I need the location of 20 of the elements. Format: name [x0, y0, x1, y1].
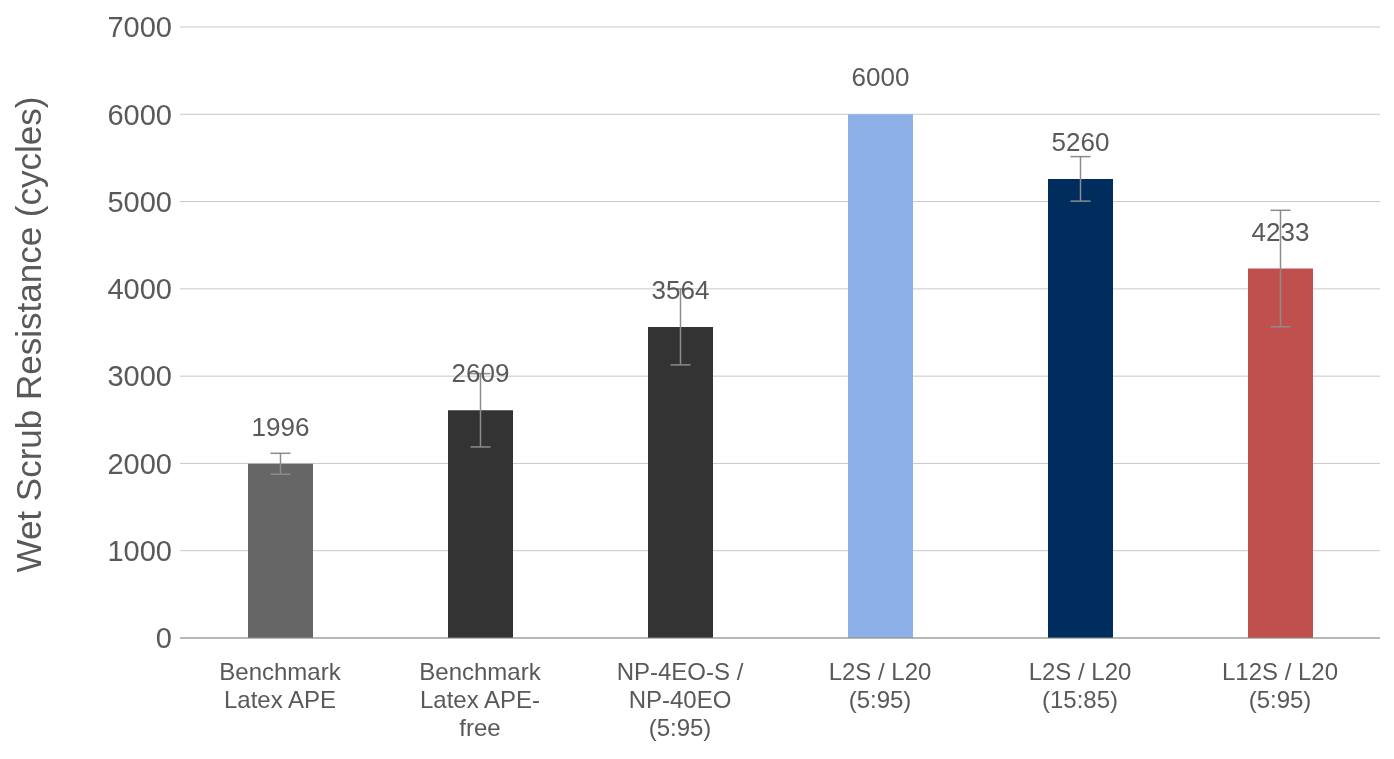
y-tick-label: 3000 [107, 360, 172, 393]
y-tick-label: 1000 [107, 535, 172, 568]
y-tick-label: 5000 [107, 185, 172, 218]
x-tick-label: Benchmark Latex APE-free [419, 658, 542, 741]
y-tick-label: 0 [155, 622, 172, 655]
y-tick-label: 2000 [107, 447, 172, 480]
y-tick-label: 4000 [107, 273, 172, 306]
data-label: 5260 [1051, 126, 1110, 157]
y-tick-label: 7000 [107, 11, 172, 44]
y-axis-title: Wet Scrub Resistance (cycles) [9, 96, 49, 573]
x-tick-label: L2S / L20 (15:85) [1028, 658, 1132, 713]
data-label: 1996 [251, 411, 310, 442]
x-tick-label: NP-4EO-S / NP-40EO (5:95) [616, 658, 744, 741]
x-tick-label: L12S / L20 (5:95) [1221, 658, 1339, 713]
data-label: 2609 [451, 358, 510, 389]
x-tick-label: L2S / L20 (5:95) [828, 658, 932, 713]
data-label: 6000 [851, 62, 910, 93]
y-tick-label: 6000 [107, 98, 172, 131]
x-tick-label: Benchmark Latex APE [219, 658, 342, 713]
data-label: 3564 [651, 274, 710, 305]
